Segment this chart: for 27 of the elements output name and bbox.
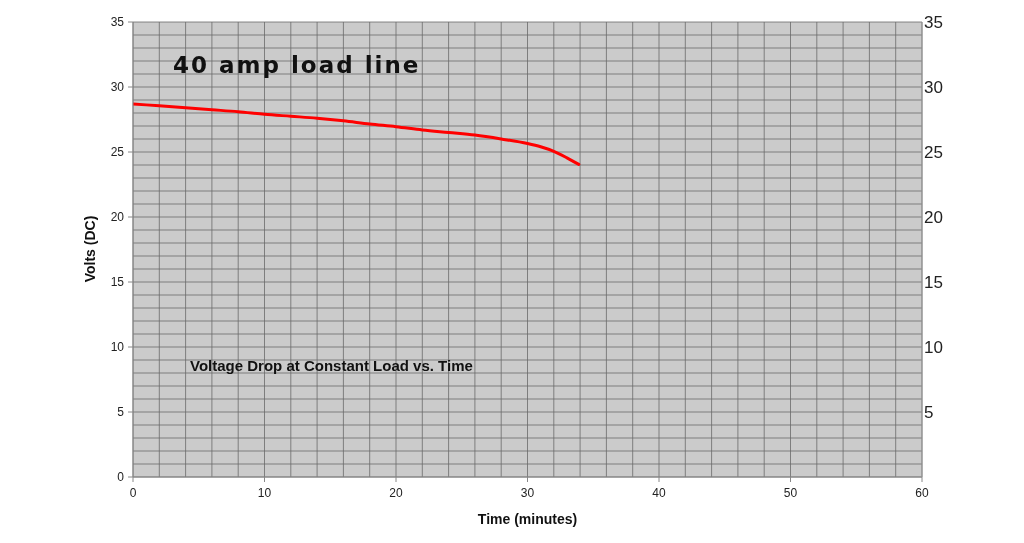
- y2-tick-label: 25: [924, 142, 943, 162]
- y2-tick-label: 35: [924, 12, 943, 32]
- x-tick-label: 40: [652, 486, 666, 500]
- y-tick-label: 10: [110, 340, 125, 355]
- x-tick-label: 60: [915, 486, 929, 500]
- y-tick-label: 30: [110, 80, 125, 95]
- y2-tick-label: 10: [924, 337, 943, 357]
- y2-tick-label: 15: [924, 272, 943, 292]
- y-tick-label: 15: [110, 275, 125, 290]
- x-tick-label: 20: [389, 486, 403, 500]
- y2-tick-label: 30: [924, 77, 943, 97]
- annotation: 40 amp load line: [173, 52, 421, 78]
- x-tick-label: 50: [783, 486, 798, 500]
- x-tick-label: 0: [129, 486, 137, 500]
- y-axis-title: Volts (DC): [82, 215, 98, 283]
- y-tick-label: 0: [117, 470, 125, 485]
- y2-tick-label: 20: [924, 207, 943, 227]
- y-tick-label: 35: [110, 15, 125, 30]
- y-tick-label: 25: [110, 145, 125, 160]
- x-tick-label: 30: [520, 486, 535, 500]
- x-tick-label: 10: [257, 486, 272, 500]
- y-tick-label: 5: [117, 405, 125, 420]
- y2-tick-label: 5: [924, 402, 934, 422]
- x-axis-title: Time (minutes): [477, 511, 578, 527]
- y-tick-label: 20: [110, 210, 125, 225]
- line-series: [133, 102, 581, 166]
- text: Voltage Drop at Constant Load vs. Time: [190, 357, 473, 374]
